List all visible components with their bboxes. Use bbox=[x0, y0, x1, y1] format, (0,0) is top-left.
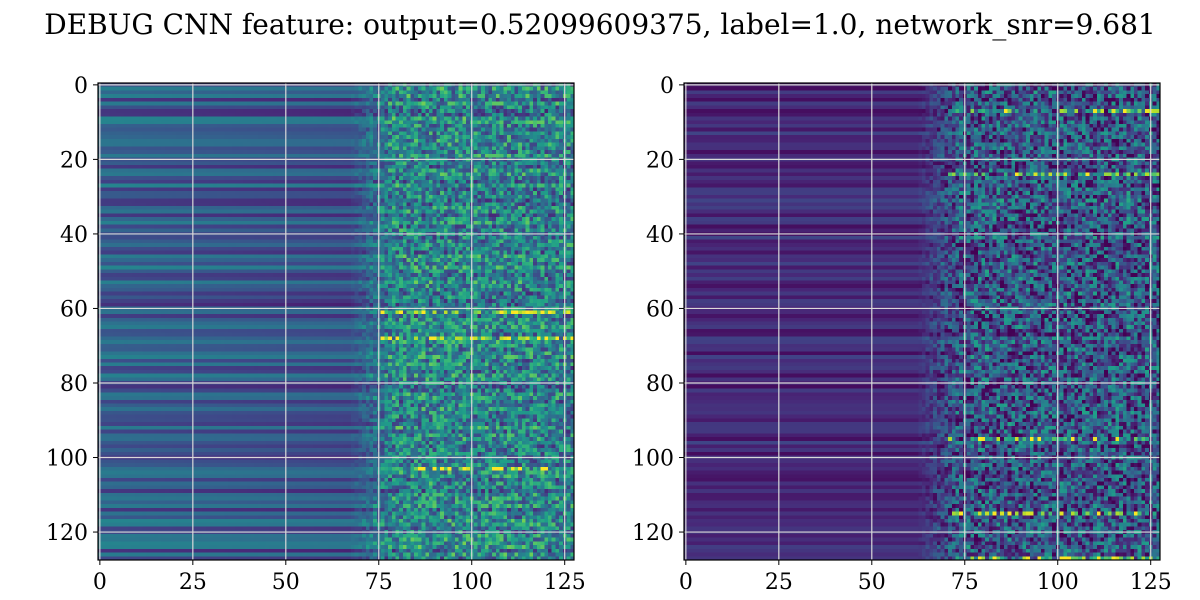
heatmap-plot-area bbox=[97, 82, 575, 561]
x-tick-label: 75 bbox=[365, 570, 393, 595]
y-tick-label: 0 bbox=[74, 74, 88, 99]
y-tick-label: 80 bbox=[646, 372, 674, 397]
x-tick-label: 25 bbox=[765, 570, 793, 595]
y-tick-label: 100 bbox=[46, 447, 88, 472]
x-tick-label: 50 bbox=[858, 570, 886, 595]
x-tick-label: 100 bbox=[451, 570, 493, 595]
axes-frame bbox=[97, 82, 575, 561]
y-tick-label: 80 bbox=[60, 372, 88, 397]
x-tick-label: 50 bbox=[272, 570, 300, 595]
y-tick-label: 20 bbox=[60, 148, 88, 173]
y-tick-label: 60 bbox=[60, 297, 88, 322]
x-tick-label: 75 bbox=[951, 570, 979, 595]
figure-title: DEBUG CNN feature: output=0.52099609375,… bbox=[44, 8, 1156, 41]
heatmap-cells bbox=[684, 83, 1160, 560]
y-tick-label: 60 bbox=[646, 297, 674, 322]
y-tick-label: 120 bbox=[46, 521, 88, 546]
axes-frame bbox=[683, 82, 1161, 561]
y-tick-label: 20 bbox=[646, 148, 674, 173]
y-tick-label: 40 bbox=[60, 223, 88, 248]
x-tick-label: 125 bbox=[1130, 570, 1172, 595]
x-tick-label: 0 bbox=[679, 570, 693, 595]
x-tick-label: 125 bbox=[544, 570, 586, 595]
x-tick-label: 100 bbox=[1037, 570, 1079, 595]
y-tick-label: 120 bbox=[632, 521, 674, 546]
y-tick-label: 0 bbox=[660, 74, 674, 99]
heatmap-panel-left: 0 25 50 75 100 125 0 20 40 60 80 100 120 bbox=[46, 74, 586, 595]
heatmap-cells bbox=[98, 83, 574, 560]
y-tick-label: 40 bbox=[646, 223, 674, 248]
y-tick-label: 100 bbox=[632, 447, 674, 472]
x-tick-label: 25 bbox=[179, 570, 207, 595]
heatmap-plot-area bbox=[683, 82, 1161, 561]
x-tick-label: 0 bbox=[93, 570, 107, 595]
